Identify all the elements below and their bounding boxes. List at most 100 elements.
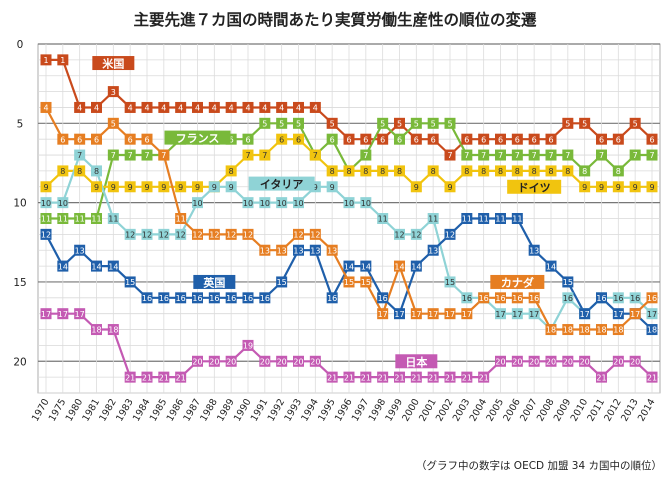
data-label: 11 bbox=[91, 215, 101, 224]
series-name-label: イタリア bbox=[260, 178, 304, 191]
data-point bbox=[646, 149, 658, 161]
data-label: 16 bbox=[479, 294, 489, 303]
data-point bbox=[293, 133, 304, 145]
data-label: 17 bbox=[647, 310, 657, 319]
data-label: 11 bbox=[176, 215, 186, 224]
x-tick-label: 2014 bbox=[636, 397, 658, 423]
data-point bbox=[91, 133, 102, 145]
data-point bbox=[444, 181, 456, 193]
data-label: 6 bbox=[498, 135, 503, 144]
data-label: 8 bbox=[565, 167, 570, 176]
data-label: 7 bbox=[144, 151, 149, 160]
data-label: 6 bbox=[616, 135, 621, 144]
data-point bbox=[91, 165, 102, 177]
data-point bbox=[259, 355, 271, 367]
data-point bbox=[74, 308, 86, 320]
data-label: 12 bbox=[209, 231, 219, 240]
data-point bbox=[461, 213, 473, 224]
data-label: 21 bbox=[142, 373, 152, 382]
data-label: 12 bbox=[192, 231, 202, 240]
data-point bbox=[377, 133, 389, 145]
data-point bbox=[528, 165, 540, 177]
data-point bbox=[276, 244, 288, 256]
data-point bbox=[208, 181, 220, 193]
data-label: 5 bbox=[397, 120, 402, 129]
data-point bbox=[91, 101, 102, 113]
data-label: 9 bbox=[178, 183, 183, 192]
data-label: 9 bbox=[212, 183, 217, 192]
data-point bbox=[646, 181, 658, 193]
data-label: 7 bbox=[532, 151, 537, 160]
data-point bbox=[141, 292, 153, 304]
data-point bbox=[293, 244, 304, 256]
data-point bbox=[394, 308, 405, 320]
data-point bbox=[91, 181, 102, 193]
data-point bbox=[528, 133, 540, 145]
data-point bbox=[528, 308, 540, 320]
data-label: 11 bbox=[58, 215, 68, 224]
data-point bbox=[57, 54, 69, 66]
data-point bbox=[242, 292, 254, 304]
data-label: 20 bbox=[192, 357, 202, 366]
data-label: 10 bbox=[243, 199, 253, 208]
data-point bbox=[562, 355, 574, 367]
data-point bbox=[242, 149, 254, 161]
data-label: 6 bbox=[94, 135, 99, 144]
data-label: 21 bbox=[361, 373, 371, 382]
data-label: 7 bbox=[481, 151, 486, 160]
data-point bbox=[158, 181, 170, 193]
data-point bbox=[596, 181, 607, 193]
data-label: 18 bbox=[596, 326, 606, 335]
data-point bbox=[629, 355, 641, 367]
data-label: 9 bbox=[144, 183, 149, 192]
data-label: 9 bbox=[582, 183, 587, 192]
data-label: 12 bbox=[125, 231, 135, 240]
data-point bbox=[394, 260, 405, 272]
data-point bbox=[528, 149, 540, 161]
data-point bbox=[427, 117, 439, 129]
data-point bbox=[141, 133, 153, 145]
data-point bbox=[360, 133, 372, 145]
data-point bbox=[124, 149, 136, 161]
series-name-label: フランス bbox=[176, 132, 220, 145]
data-point bbox=[360, 276, 372, 288]
data-point bbox=[141, 371, 153, 383]
legend-swatch-1 bbox=[164, 130, 231, 145]
data-label: 4 bbox=[212, 104, 217, 113]
data-label: 6 bbox=[649, 135, 654, 144]
data-label: 8 bbox=[330, 167, 335, 176]
data-label: 9 bbox=[599, 183, 604, 192]
legend-swatch-0 bbox=[92, 56, 135, 71]
data-label: 4 bbox=[279, 104, 284, 113]
data-point bbox=[612, 355, 624, 367]
data-point bbox=[545, 260, 557, 272]
data-label: 6 bbox=[60, 135, 65, 144]
data-label: 6 bbox=[363, 135, 368, 144]
data-point bbox=[579, 117, 591, 129]
data-point bbox=[276, 276, 288, 288]
data-point bbox=[478, 149, 490, 161]
series-name-label: 米国 bbox=[101, 57, 124, 71]
data-label: 5 bbox=[565, 120, 570, 129]
data-point bbox=[225, 292, 237, 304]
data-label: 14 bbox=[411, 262, 421, 271]
data-label: 18 bbox=[91, 326, 101, 335]
data-label: 19 bbox=[243, 342, 253, 351]
legend-swatch-4 bbox=[193, 274, 236, 289]
data-point bbox=[40, 101, 52, 113]
data-point bbox=[326, 165, 338, 177]
data-point bbox=[360, 371, 372, 383]
data-label: 8 bbox=[363, 167, 368, 176]
data-label: 6 bbox=[599, 135, 604, 144]
data-label: 7 bbox=[363, 151, 368, 160]
data-point bbox=[360, 260, 372, 272]
data-point bbox=[242, 228, 254, 240]
data-label: 12 bbox=[159, 231, 169, 240]
data-point bbox=[410, 260, 422, 272]
data-label: 12 bbox=[176, 231, 186, 240]
data-point bbox=[478, 371, 490, 383]
data-point bbox=[495, 133, 506, 145]
data-label: 16 bbox=[243, 294, 253, 303]
data-label: 16 bbox=[176, 294, 186, 303]
data-point bbox=[394, 165, 405, 177]
